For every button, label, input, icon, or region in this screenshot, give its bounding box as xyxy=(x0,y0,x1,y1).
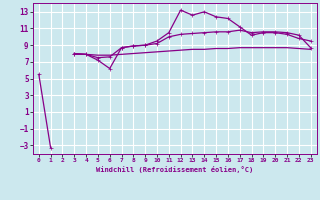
X-axis label: Windchill (Refroidissement éolien,°C): Windchill (Refroidissement éolien,°C) xyxy=(96,166,253,173)
